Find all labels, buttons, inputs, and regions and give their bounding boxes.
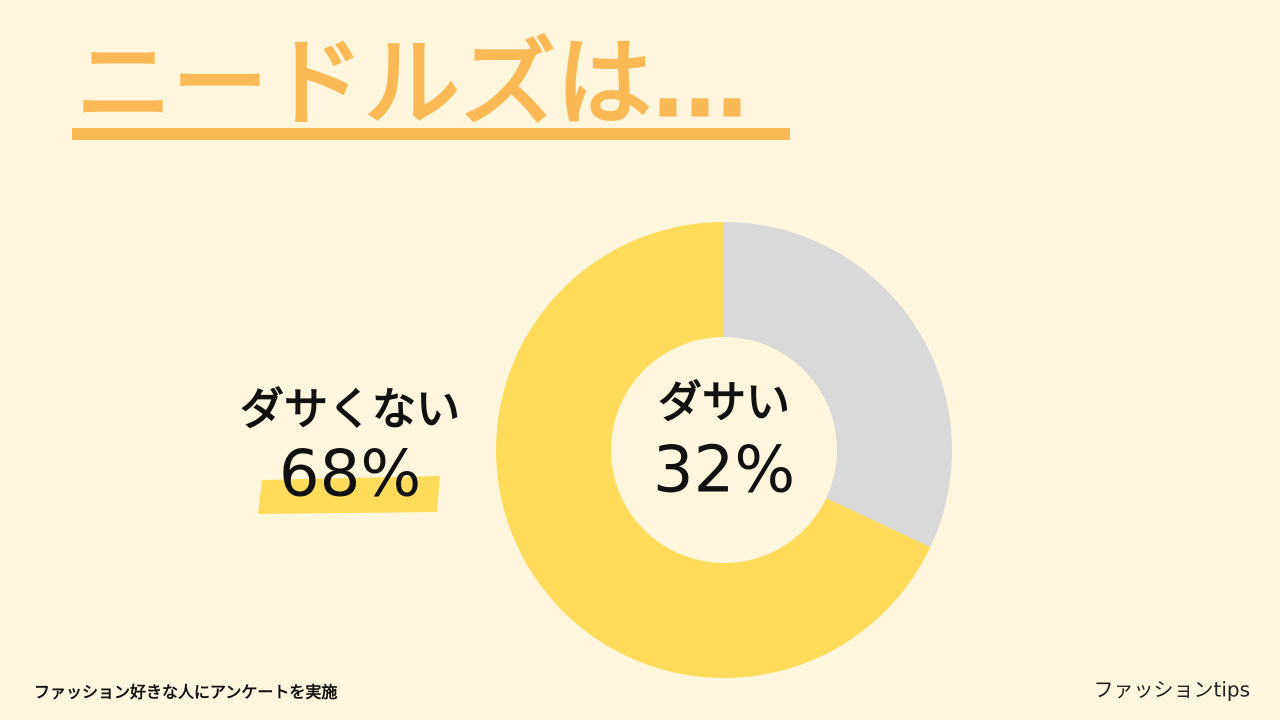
title-underline <box>72 128 790 140</box>
brand: ファッションtips <box>1093 678 1250 702</box>
category-label: ダサくない <box>240 384 460 435</box>
value-label: 32% <box>653 434 795 508</box>
value-label: 68% <box>279 438 421 512</box>
category-label: ダサい <box>658 377 790 428</box>
footer-note: ファッション好きな人にアンケートを実施 <box>34 683 337 702</box>
highlight <box>258 476 440 514</box>
donut-segment <box>724 221 952 548</box>
chart-title: ニードルズは… <box>76 27 748 139</box>
donut-segment <box>496 222 931 678</box>
